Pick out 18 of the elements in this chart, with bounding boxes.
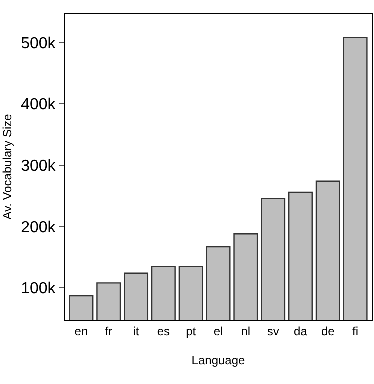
y-tick-label: 200k xyxy=(21,219,57,236)
x-tick-label: pt xyxy=(186,324,197,338)
x-tick-label: en xyxy=(74,324,88,338)
y-tick-label: 400k xyxy=(21,96,57,114)
x-axis-title: Language xyxy=(192,353,246,368)
x-tick-label: da xyxy=(294,324,308,338)
x-tick-label: fi xyxy=(352,324,359,338)
y-tick-label: 500k xyxy=(21,35,57,52)
x-tick-label: el xyxy=(214,324,224,338)
x-tick-label: de xyxy=(321,324,336,338)
y-tick-label: 100k xyxy=(21,280,57,298)
x-tick-label: it xyxy=(133,324,140,338)
y-tick-label: 300k xyxy=(21,158,57,176)
x-tick-label: es xyxy=(157,324,170,338)
x-tick-label: nl xyxy=(241,324,251,338)
x-tick-label: fr xyxy=(105,324,113,338)
x-tick-label: sv xyxy=(267,324,280,338)
y-axis-title: Av. Vocabulary Size xyxy=(0,114,14,220)
